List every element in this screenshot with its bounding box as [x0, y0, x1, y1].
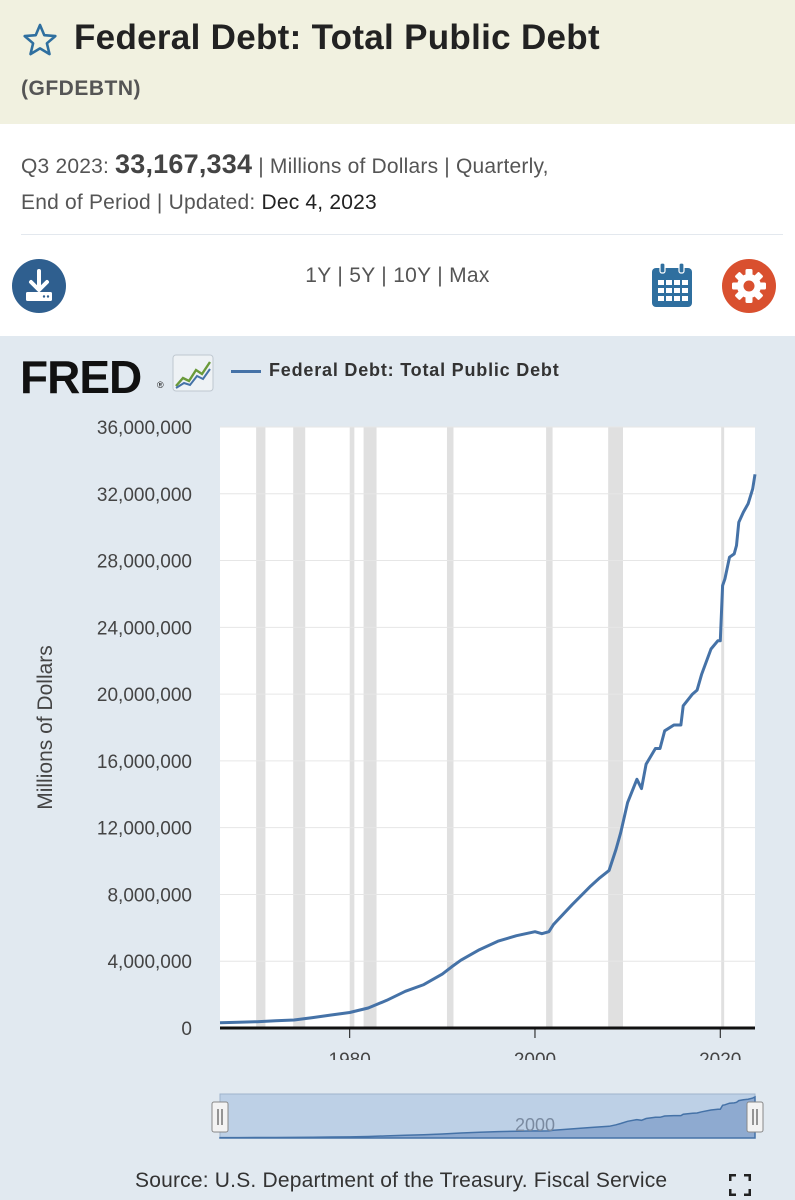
star-icon[interactable] [22, 22, 58, 58]
x-tick-label: 1980 [329, 1050, 371, 1060]
range-5y[interactable]: 5Y [349, 264, 376, 287]
seasonal-updated-label: End of Period | Updated: [21, 191, 256, 214]
recession-band [721, 427, 725, 1028]
latest-value: 33,167,334 [115, 149, 253, 179]
recession-band [546, 427, 553, 1028]
range-10y[interactable]: 10Y [393, 264, 432, 287]
units-frequency: | Millions of Dollars | Quarterly, [258, 155, 549, 178]
navigator-series-area [219, 1095, 756, 1139]
divider [21, 234, 783, 235]
y-tick-label: 8,000,000 [107, 885, 192, 906]
navigator-x-label: 2000 [515, 1115, 555, 1135]
recession-band [363, 427, 377, 1028]
series-header [0, 0, 795, 124]
range-navigator[interactable]: 2000 [0, 1088, 795, 1148]
period-label: Q3 2023: [21, 155, 109, 178]
range-separator: | [381, 264, 388, 287]
y-tick-label: 24,000,000 [97, 618, 192, 639]
range-separator: | [337, 264, 344, 287]
y-tick-label: 28,000,000 [97, 552, 192, 573]
updated-date: Dec 4, 2023 [261, 191, 377, 214]
fred-graph-icon [172, 354, 214, 392]
range-max[interactable]: Max [449, 264, 490, 287]
recession-band [446, 427, 454, 1028]
x-tick-label: 2000 [514, 1050, 556, 1060]
range-1y[interactable]: 1Y [305, 264, 332, 287]
range-separator: | [437, 264, 443, 287]
y-tick-label: 12,000,000 [97, 819, 192, 840]
gear-icon[interactable] [721, 258, 777, 314]
line-chart: 0 4,000,000 8,000,000 12,000,000 16,000,000 2… [34, 418, 757, 1060]
series-line [219, 474, 757, 1025]
source-note: Source: U.S. Department of the Treasury.… [135, 1169, 668, 1192]
fred-logo[interactable]: FRED [20, 351, 142, 403]
y-tick-label: 20,000,000 [97, 685, 192, 706]
y-tick-label: 4,000,000 [107, 952, 192, 973]
recession-band [256, 427, 266, 1028]
download-icon[interactable] [11, 258, 67, 314]
y-tick-label: 0 [181, 1019, 192, 1040]
recession-band [293, 427, 306, 1028]
recession-band [349, 427, 355, 1028]
calendar-icon[interactable] [651, 262, 693, 308]
date-range-selector: 1Y | 5Y | 10Y | Max [0, 264, 795, 288]
x-tick-label: 2020 [699, 1050, 741, 1060]
page-title: Federal Debt: Total Public Debt [74, 18, 600, 57]
y-tick-label: 32,000,000 [97, 485, 192, 506]
y-tick-label: 16,000,000 [97, 752, 192, 773]
navigator-handle[interactable] [211, 1101, 229, 1133]
legend-swatch [231, 370, 261, 373]
navigator-handle[interactable] [746, 1101, 764, 1133]
y-tick-label: 36,000,000 [97, 418, 192, 439]
series-meta: Q3 2023: 33,167,334 | Millions of Dollar… [21, 146, 781, 221]
fred-logo-trademark: ® [157, 380, 164, 390]
legend-label: Federal Debt: Total Public Debt [269, 360, 560, 380]
plot-area [220, 427, 755, 1028]
fullscreen-icon[interactable] [729, 1174, 751, 1196]
y-axis-label: Millions of Dollars [34, 645, 57, 810]
series-id: (GFDEBTN) [21, 77, 141, 100]
recession-band [608, 427, 623, 1028]
